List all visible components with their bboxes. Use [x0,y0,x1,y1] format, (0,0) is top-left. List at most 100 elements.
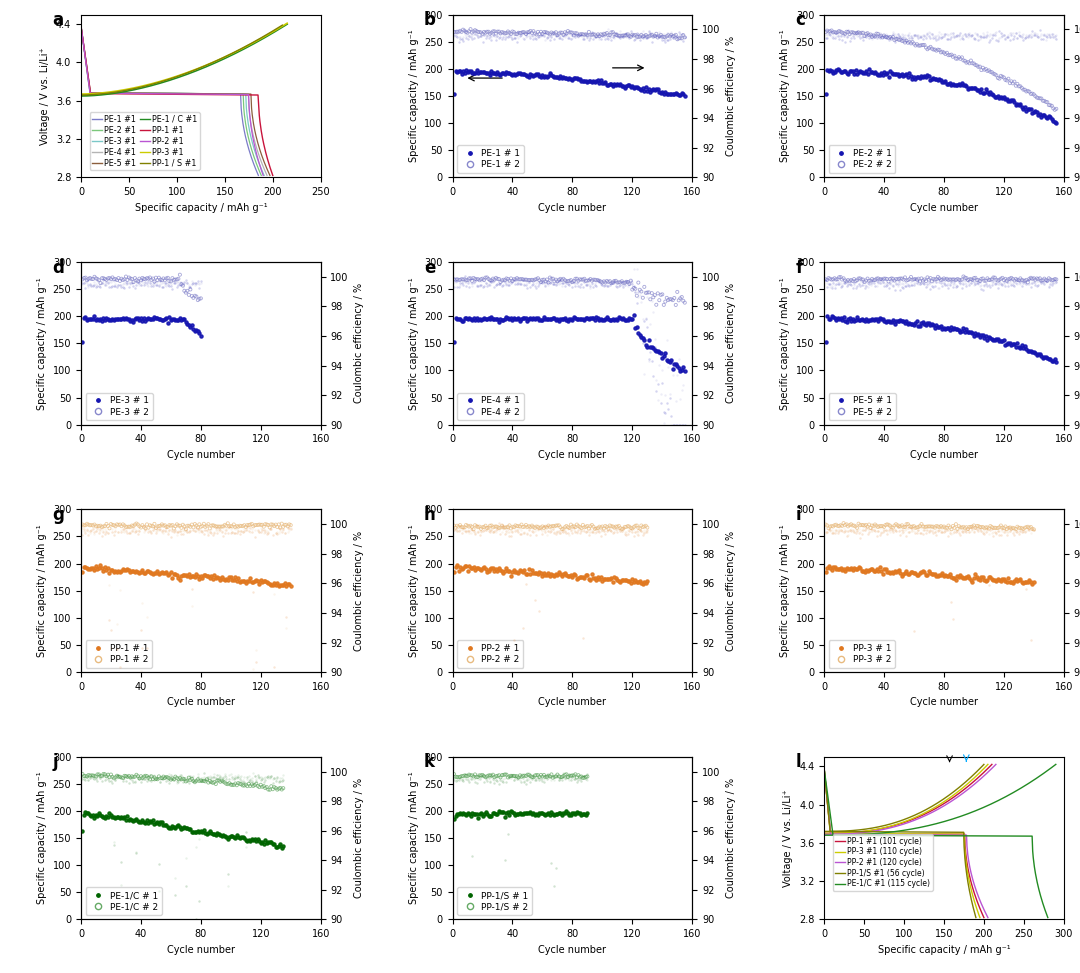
Point [525,565,542,581]
Point [126,270,144,286]
Point [201,823,218,839]
Point [1017,342,1035,357]
Point [463,848,481,864]
Point [111,769,129,784]
Point [557,567,575,583]
Point [513,769,530,784]
Point [650,29,667,45]
Point [555,311,572,327]
Point [838,273,855,289]
Point [881,565,899,581]
Point [123,522,140,537]
Point [981,569,998,585]
Point [822,523,839,538]
Point [579,30,596,46]
Point [904,271,921,287]
Point [107,523,124,539]
Point [177,271,194,287]
Point [1012,28,1029,44]
Point [150,523,167,538]
Point [832,24,849,40]
Point [450,523,468,539]
PP-1 #1 [237,90,249,101]
Point [106,312,123,328]
Point [868,528,886,544]
Point [543,522,561,537]
Point [548,276,565,292]
Point [565,523,582,538]
Point [130,517,147,532]
Point [947,523,964,539]
Point [274,519,292,534]
Point [83,311,100,327]
Point [141,274,159,290]
Point [924,525,942,541]
Point [932,45,949,60]
Point [87,559,105,574]
Point [123,273,140,289]
Point [591,523,608,539]
Point [836,518,853,533]
Point [820,558,837,573]
Point [464,772,482,787]
Point [834,24,851,40]
Point [125,523,143,539]
Point [827,25,845,41]
Point [119,525,136,541]
Point [577,524,594,540]
Point [99,810,117,825]
Point [470,523,487,539]
Point [555,271,572,287]
Point [240,523,257,539]
Point [652,28,670,44]
Point [604,24,621,40]
Point [526,592,543,607]
Point [552,770,569,785]
Point [1005,74,1023,90]
Point [511,770,528,785]
Point [103,767,120,782]
Point [483,274,500,290]
Point [532,274,550,290]
Point [1022,342,1039,358]
Point [946,523,963,539]
Point [962,523,980,538]
Point [116,518,133,533]
Point [131,523,148,539]
Point [462,809,480,824]
Point [211,773,228,788]
Point [895,33,913,49]
Point [472,271,489,287]
Legend: PP-1/S # 1, PP-1/S # 2: PP-1/S # 1, PP-1/S # 2 [457,887,532,915]
Point [239,769,256,784]
Point [227,830,244,846]
Point [909,523,927,538]
Point [456,273,473,289]
Point [644,285,661,301]
Point [540,274,557,290]
Point [816,564,834,580]
Point [905,317,922,333]
Point [985,521,1002,536]
Point [607,25,624,41]
Point [89,809,106,824]
Point [866,523,883,538]
Point [597,274,615,290]
Point [576,27,593,43]
Point [904,30,921,46]
Point [510,522,527,537]
Point [525,31,542,47]
Point [849,66,866,82]
Point [912,276,929,292]
Point [258,770,275,785]
Line: PE-4 #1: PE-4 #1 [81,26,267,175]
Point [242,517,259,532]
Point [538,806,555,821]
Point [636,279,653,295]
Point [161,819,178,835]
Point [642,315,659,331]
Point [580,571,597,587]
Point [472,769,489,784]
Point [1004,92,1022,108]
Point [108,641,125,657]
